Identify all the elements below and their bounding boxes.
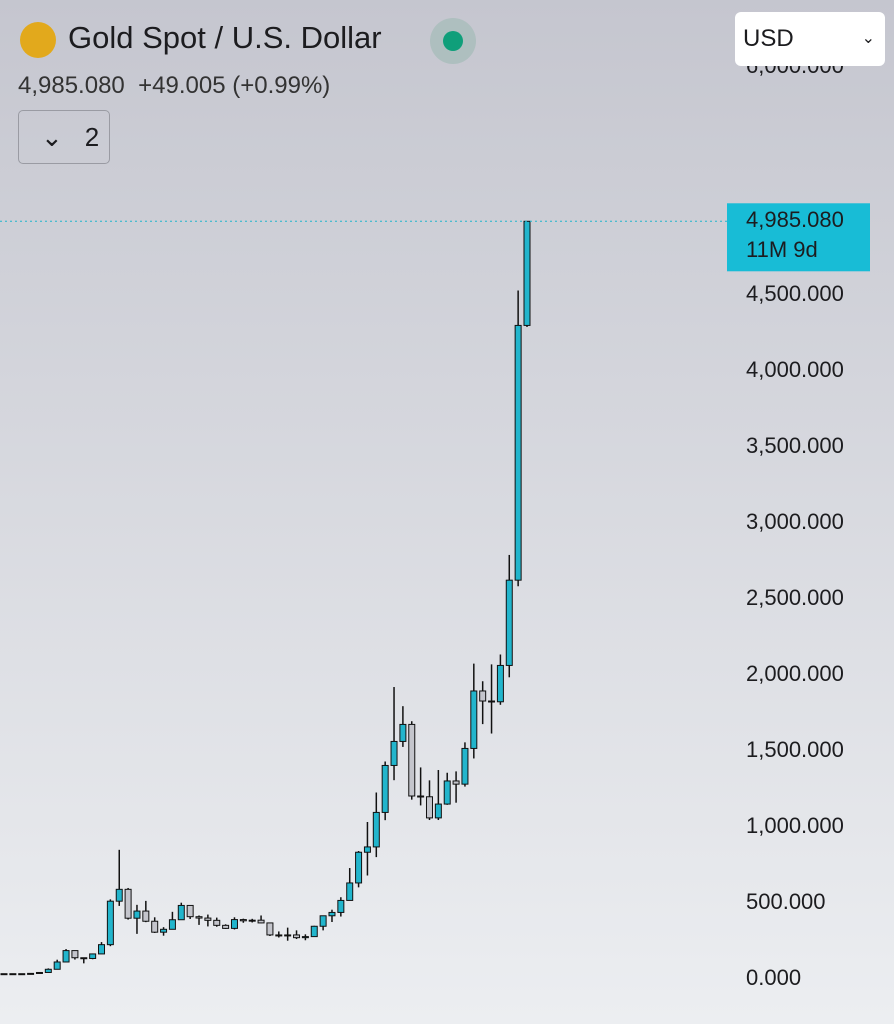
candle-body — [461, 747, 469, 785]
candle-body — [257, 919, 265, 924]
candle-body — [80, 957, 88, 960]
candle-body — [204, 917, 212, 921]
candle-body — [98, 944, 106, 955]
y-tick-label: 1,000.000 — [746, 813, 844, 838]
candle-body — [89, 953, 97, 959]
candle-body — [266, 922, 274, 936]
candle-body — [71, 950, 79, 959]
change: +49.005 — [138, 72, 226, 99]
countdown: 11M 9d — [746, 237, 818, 262]
select-arrow: ⌄ — [861, 30, 875, 47]
candle-body — [514, 324, 522, 581]
button-label: 2 — [84, 122, 100, 152]
candle-body — [488, 700, 496, 703]
candle-body — [363, 846, 371, 853]
candle-body — [372, 811, 380, 848]
candle-body — [275, 934, 283, 937]
candle-body — [239, 919, 247, 922]
candle-body — [284, 934, 292, 937]
candle-body — [133, 910, 141, 919]
price-row: 4,985.080 +49.005 (+0.99%) — [18, 72, 330, 100]
status-ring — [430, 18, 476, 64]
candle-body — [27, 972, 35, 975]
candle-body — [425, 796, 433, 819]
candle-body — [479, 690, 487, 702]
change-pct: (+0.99%) — [232, 72, 331, 99]
y-tick-label: 4,000.000 — [746, 357, 844, 382]
status-dot — [443, 31, 463, 51]
last-price-box — [727, 203, 870, 272]
currency: USD — [743, 25, 794, 52]
candle-body — [186, 904, 194, 918]
y-tick-label: 3,000.000 — [746, 509, 844, 534]
candle-body — [151, 920, 159, 933]
price: 4,985.080 — [18, 72, 125, 99]
candle-body — [115, 888, 123, 902]
y-tick-label: 500.000 — [746, 889, 826, 914]
candle-body — [496, 664, 504, 703]
candle-body — [319, 915, 327, 927]
candle-body — [443, 780, 451, 805]
candle-body — [381, 764, 389, 813]
candle-body — [230, 919, 238, 929]
collapse-button[interactable]: ⌄ 2 — [18, 110, 110, 164]
candle-body — [293, 934, 301, 939]
candle-body — [142, 910, 150, 922]
candle-body — [310, 925, 318, 938]
candle-body — [44, 968, 52, 973]
y-tick-label: 2,500.000 — [746, 585, 844, 610]
y-tick-label: 2,000.000 — [746, 661, 844, 686]
candle-body — [408, 723, 416, 797]
candle-body — [328, 911, 336, 917]
candle-body — [213, 919, 221, 926]
y-tick-label: 3,500.000 — [746, 433, 844, 458]
y-tick-label: 0.000 — [746, 965, 801, 990]
candle-body — [62, 950, 70, 963]
candle-body — [124, 888, 132, 919]
candle-body — [106, 900, 114, 946]
candle-body — [470, 690, 478, 749]
last-price-label: 4,985.080 — [746, 207, 844, 232]
candle-body — [248, 919, 256, 922]
currency-select[interactable]: USD ⌄ — [735, 12, 885, 66]
candle-body — [417, 795, 425, 798]
candle-body — [346, 882, 354, 901]
y-tick-label: 4,500.000 — [746, 281, 844, 306]
candle-body — [452, 780, 460, 785]
y-tick-label: 1,500.000 — [746, 737, 844, 762]
candle-body — [523, 220, 531, 326]
candle-body — [160, 928, 168, 933]
candle-body — [434, 803, 442, 819]
candle-body — [18, 973, 26, 976]
candle-body — [390, 740, 398, 766]
candle-body — [195, 916, 203, 919]
candle-body — [9, 973, 17, 976]
candle-body — [222, 924, 230, 929]
candle-body — [301, 936, 309, 939]
candle-body — [0, 973, 8, 976]
title: Gold Spot / U.S. Dollar — [68, 20, 382, 55]
candle-body — [177, 904, 185, 921]
candle-body — [399, 723, 407, 742]
chevron: ⌄ — [41, 122, 63, 152]
candle-body — [53, 961, 61, 970]
candle-body — [337, 899, 345, 913]
candle-body — [355, 851, 363, 884]
candle-body — [35, 971, 43, 974]
candle-body — [168, 919, 176, 930]
gold-icon — [20, 22, 56, 58]
candle-body — [505, 579, 513, 666]
